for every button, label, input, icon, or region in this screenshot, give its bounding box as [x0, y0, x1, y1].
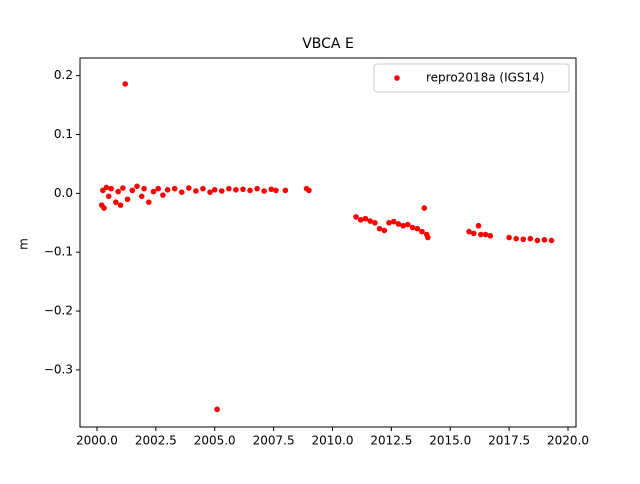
x-tick-label: 2000.0: [76, 434, 118, 448]
point: [475, 222, 482, 229]
point: [129, 187, 136, 194]
point: [527, 235, 534, 242]
y-tick-label: 0.1: [54, 127, 73, 141]
point: [247, 187, 253, 194]
point: [178, 189, 185, 195]
point: [117, 202, 124, 208]
point: [138, 193, 145, 200]
y-tick-label: −0.1: [44, 245, 73, 259]
point: [254, 185, 260, 192]
point: [386, 219, 392, 226]
point: [273, 187, 279, 194]
point: [390, 218, 397, 225]
point: [261, 188, 267, 194]
plot-frame: [79, 57, 577, 428]
point: [282, 187, 289, 194]
point: [120, 185, 126, 191]
point: [405, 221, 411, 228]
point: [103, 184, 110, 191]
point: [482, 231, 489, 238]
point: [124, 196, 131, 203]
point: [160, 192, 166, 198]
x-tick-label: 2010.0: [311, 434, 353, 448]
point: [414, 225, 421, 232]
x-tick-label: 2015.0: [429, 434, 471, 448]
legend-marker: [394, 75, 400, 81]
point: [122, 81, 129, 87]
x-tick-label: 2002.5: [135, 434, 177, 448]
point: [200, 185, 206, 192]
point: [207, 189, 213, 195]
point: [268, 186, 275, 193]
point: [211, 187, 218, 193]
y-tick-label: 0.2: [54, 68, 73, 82]
point: [164, 187, 171, 193]
point: [520, 236, 527, 243]
point: [214, 406, 220, 413]
point: [233, 187, 239, 193]
point: [101, 205, 107, 211]
point: [506, 234, 512, 241]
point: [115, 188, 121, 195]
legend-box: [373, 63, 570, 93]
point: [155, 185, 161, 192]
point: [108, 185, 114, 192]
point: [218, 188, 225, 194]
point: [306, 187, 312, 194]
legend-label: repro2018a (IGS14): [426, 71, 544, 85]
point: [548, 237, 555, 244]
point: [150, 188, 157, 195]
point: [240, 186, 246, 193]
point: [141, 185, 147, 192]
point: [470, 230, 477, 237]
x-tick-label: 2020.0: [547, 434, 589, 448]
point: [105, 193, 112, 200]
point: [226, 185, 232, 192]
y-tick-label: −0.2: [44, 304, 73, 318]
point: [376, 225, 383, 232]
x-tick-label: 2007.5: [253, 434, 295, 448]
chart-title: VBCA E: [302, 36, 354, 52]
point: [357, 217, 364, 223]
point: [372, 219, 378, 226]
point: [362, 215, 369, 222]
point: [466, 228, 472, 235]
point: [400, 222, 406, 229]
y-axis-label: m: [17, 238, 31, 250]
point: [534, 237, 541, 244]
x-tick-label: 2012.5: [370, 434, 412, 448]
point: [186, 185, 192, 191]
y-tick-label: −0.3: [44, 362, 73, 376]
x-tick-label: 2005.0: [194, 434, 236, 448]
point: [353, 214, 359, 220]
point: [478, 231, 484, 238]
point: [171, 185, 178, 192]
point: [367, 218, 373, 224]
point: [421, 205, 428, 211]
point: [513, 235, 519, 242]
point: [134, 183, 140, 190]
point: [395, 221, 402, 227]
x-tick-label: 2017.5: [488, 434, 530, 448]
point: [193, 188, 199, 194]
point: [409, 224, 416, 231]
point: [145, 199, 152, 205]
point: [419, 228, 425, 235]
point: [487, 232, 494, 239]
point: [425, 234, 431, 241]
point: [381, 227, 388, 234]
point: [112, 199, 119, 205]
y-tick-label: 0.0: [54, 186, 73, 200]
point: [541, 237, 548, 243]
